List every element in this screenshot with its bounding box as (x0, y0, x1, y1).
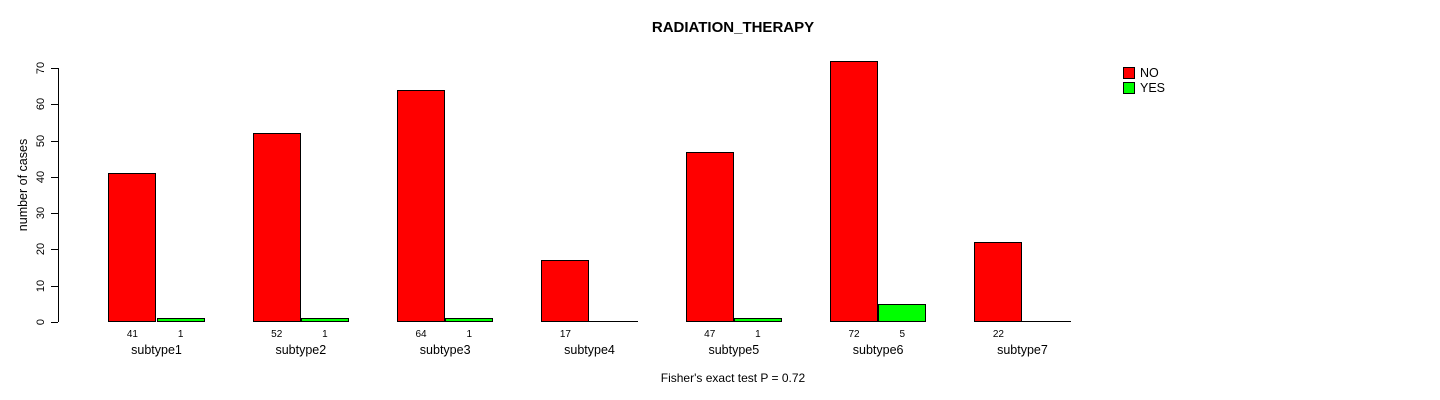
y-axis-tick (51, 140, 58, 142)
bar-value-label: 47 (704, 329, 716, 340)
bar-no-subtype4 (541, 260, 590, 322)
bar-value-label: 22 (992, 329, 1004, 340)
legend-item-no: NO (1123, 65, 1165, 80)
x-axis-category-label: subtype6 (852, 343, 904, 357)
y-axis-tick (51, 104, 58, 106)
legend-swatch-no (1123, 66, 1135, 79)
x-axis-category-label: subtype5 (708, 343, 760, 357)
fisher-test-caption: Fisher's exact test P = 0.72 (660, 371, 806, 385)
legend-swatch-yes (1123, 81, 1135, 94)
x-axis-category-label: subtype2 (275, 343, 327, 357)
y-axis-tick (51, 285, 58, 287)
bar-yes-subtype6 (878, 303, 927, 322)
y-axis-tick (51, 68, 58, 70)
bar-no-subtype5 (685, 151, 734, 322)
legend-label: NO (1140, 65, 1159, 80)
bar-yes-subtype3 (445, 318, 494, 322)
x-axis-category-label: subtype4 (564, 343, 615, 357)
bar-value-label: 1 (466, 329, 473, 340)
bar-no-subtype7 (974, 242, 1023, 322)
bar-no-subtype6 (829, 60, 879, 322)
y-axis-tick (51, 249, 58, 251)
y-axis-tick-label: 50 (35, 134, 47, 147)
legend-label: YES (1140, 80, 1166, 95)
y-axis-line (58, 68, 59, 322)
y-axis-tick-label: 30 (35, 207, 47, 220)
bar-value-label: 1 (322, 329, 328, 340)
legend-item-yes: YES (1123, 80, 1165, 95)
y-axis-tick (51, 176, 58, 178)
y-axis-tick-label: 20 (35, 243, 47, 256)
bar-no-subtype1 (108, 173, 157, 322)
y-axis-tick-label: 10 (35, 279, 47, 292)
bar-yes-subtype2 (300, 318, 350, 322)
y-axis-tick (51, 322, 58, 323)
bar-yes-subtype7-zero (1022, 321, 1071, 322)
bar-yes-subtype5 (733, 318, 782, 322)
bar-value-label: 17 (559, 329, 571, 340)
x-axis-category-label: subtype7 (997, 343, 1048, 357)
bar-value-label: 72 (848, 329, 860, 340)
bar-value-label: 1 (177, 329, 184, 340)
bar-no-subtype2 (252, 133, 301, 322)
bar-yes-subtype4-zero (589, 321, 638, 322)
bar-value-label: 52 (271, 329, 283, 340)
y-axis-tick-label: 0 (35, 318, 47, 326)
bar-value-label: 5 (899, 329, 906, 340)
x-axis-category-label: subtype1 (131, 343, 182, 357)
y-axis-tick-label: 70 (35, 61, 47, 75)
y-axis-tick-label: 60 (35, 98, 47, 111)
y-axis-tick (51, 213, 58, 215)
legend: NO YES (1123, 65, 1165, 95)
bar-value-label: 41 (126, 329, 138, 340)
bar-value-label: 1 (755, 329, 761, 340)
chart-title: RADIATION_THERAPY (651, 19, 815, 36)
y-axis-tick-label: 40 (35, 170, 47, 184)
bar-yes-subtype1 (156, 318, 205, 322)
bar-no-subtype3 (396, 89, 446, 322)
x-axis-category-label: subtype3 (419, 343, 471, 357)
bar-value-label: 64 (415, 329, 427, 340)
